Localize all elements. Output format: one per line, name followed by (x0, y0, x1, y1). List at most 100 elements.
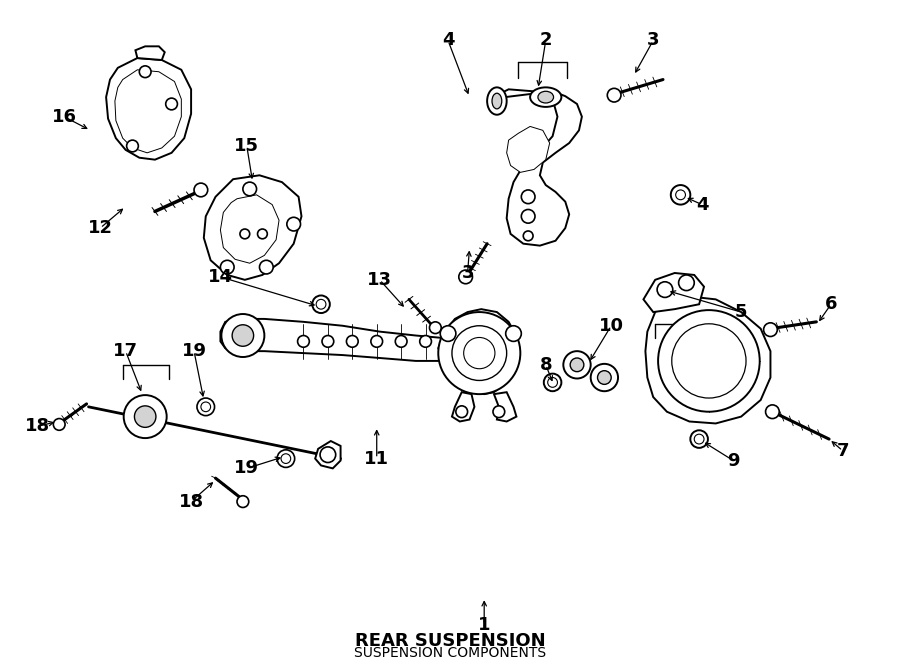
Polygon shape (220, 319, 462, 361)
Circle shape (694, 434, 704, 444)
Text: 8: 8 (539, 356, 552, 374)
Polygon shape (115, 70, 181, 153)
Polygon shape (203, 175, 302, 280)
Circle shape (766, 405, 779, 418)
Ellipse shape (530, 87, 562, 107)
Text: 16: 16 (51, 108, 76, 126)
Circle shape (140, 66, 151, 77)
Text: SUSPENSION COMPONENTS: SUSPENSION COMPONENTS (354, 646, 546, 660)
Circle shape (571, 358, 584, 371)
Circle shape (201, 402, 211, 412)
Text: 18: 18 (178, 493, 203, 510)
Text: REAR SUSPENSION: REAR SUSPENSION (355, 632, 545, 649)
Circle shape (123, 395, 166, 438)
Circle shape (658, 310, 760, 412)
Circle shape (237, 496, 248, 508)
Circle shape (506, 326, 521, 342)
Polygon shape (507, 126, 550, 172)
Polygon shape (452, 392, 474, 422)
Text: 3: 3 (647, 32, 660, 50)
Polygon shape (644, 273, 704, 312)
Polygon shape (106, 58, 191, 160)
Circle shape (608, 88, 621, 102)
Circle shape (166, 98, 177, 110)
Circle shape (548, 377, 557, 387)
Circle shape (493, 406, 505, 418)
Circle shape (277, 449, 294, 467)
Circle shape (371, 336, 382, 348)
Circle shape (464, 338, 495, 369)
Circle shape (429, 322, 441, 334)
Circle shape (257, 229, 267, 239)
Circle shape (232, 325, 254, 346)
Circle shape (316, 299, 326, 309)
Circle shape (438, 312, 520, 394)
Text: 17: 17 (113, 342, 138, 360)
Text: 1: 1 (478, 616, 491, 634)
Polygon shape (438, 309, 518, 394)
Text: 6: 6 (824, 295, 837, 313)
Circle shape (452, 326, 507, 381)
Polygon shape (135, 46, 165, 60)
Circle shape (298, 336, 310, 348)
Text: 4: 4 (696, 195, 708, 214)
Circle shape (320, 447, 336, 463)
Text: 2: 2 (539, 32, 552, 50)
Circle shape (194, 183, 208, 197)
Text: 5: 5 (735, 303, 747, 321)
Circle shape (419, 336, 431, 348)
Text: 3: 3 (462, 264, 473, 282)
Text: 4: 4 (442, 32, 454, 50)
Polygon shape (645, 297, 770, 424)
Circle shape (679, 275, 694, 291)
Polygon shape (489, 89, 582, 246)
Circle shape (395, 336, 407, 348)
Circle shape (670, 185, 690, 205)
Text: 11: 11 (364, 449, 389, 467)
Circle shape (221, 314, 265, 357)
Circle shape (259, 260, 274, 274)
Circle shape (521, 209, 535, 223)
Circle shape (240, 229, 249, 239)
Text: 7: 7 (836, 442, 849, 460)
Text: 10: 10 (598, 316, 624, 335)
Circle shape (127, 140, 139, 152)
Circle shape (287, 217, 301, 231)
Text: 18: 18 (25, 417, 50, 436)
Circle shape (322, 336, 334, 348)
Circle shape (521, 190, 535, 204)
Circle shape (440, 326, 456, 342)
Text: 9: 9 (727, 451, 740, 469)
Circle shape (456, 406, 468, 418)
Circle shape (281, 453, 291, 463)
Circle shape (459, 270, 472, 284)
Polygon shape (315, 441, 340, 469)
Text: 14: 14 (208, 268, 233, 286)
Polygon shape (494, 392, 517, 422)
Circle shape (690, 430, 708, 448)
Circle shape (523, 231, 533, 241)
Text: 12: 12 (87, 219, 112, 237)
Circle shape (598, 371, 611, 385)
Circle shape (676, 190, 686, 200)
Text: 19: 19 (234, 459, 259, 477)
Text: 15: 15 (234, 137, 259, 155)
Circle shape (53, 418, 65, 430)
Circle shape (134, 406, 156, 428)
Circle shape (657, 282, 673, 297)
Circle shape (763, 323, 778, 336)
Circle shape (220, 260, 234, 274)
Text: 19: 19 (182, 342, 206, 360)
Ellipse shape (492, 93, 502, 109)
Text: 13: 13 (367, 271, 392, 289)
Circle shape (590, 364, 618, 391)
Circle shape (197, 398, 214, 416)
Ellipse shape (487, 87, 507, 115)
Ellipse shape (538, 91, 554, 103)
Circle shape (544, 373, 562, 391)
Circle shape (563, 351, 590, 379)
Polygon shape (220, 195, 279, 263)
Circle shape (243, 182, 256, 196)
Circle shape (671, 324, 746, 398)
Circle shape (346, 336, 358, 348)
